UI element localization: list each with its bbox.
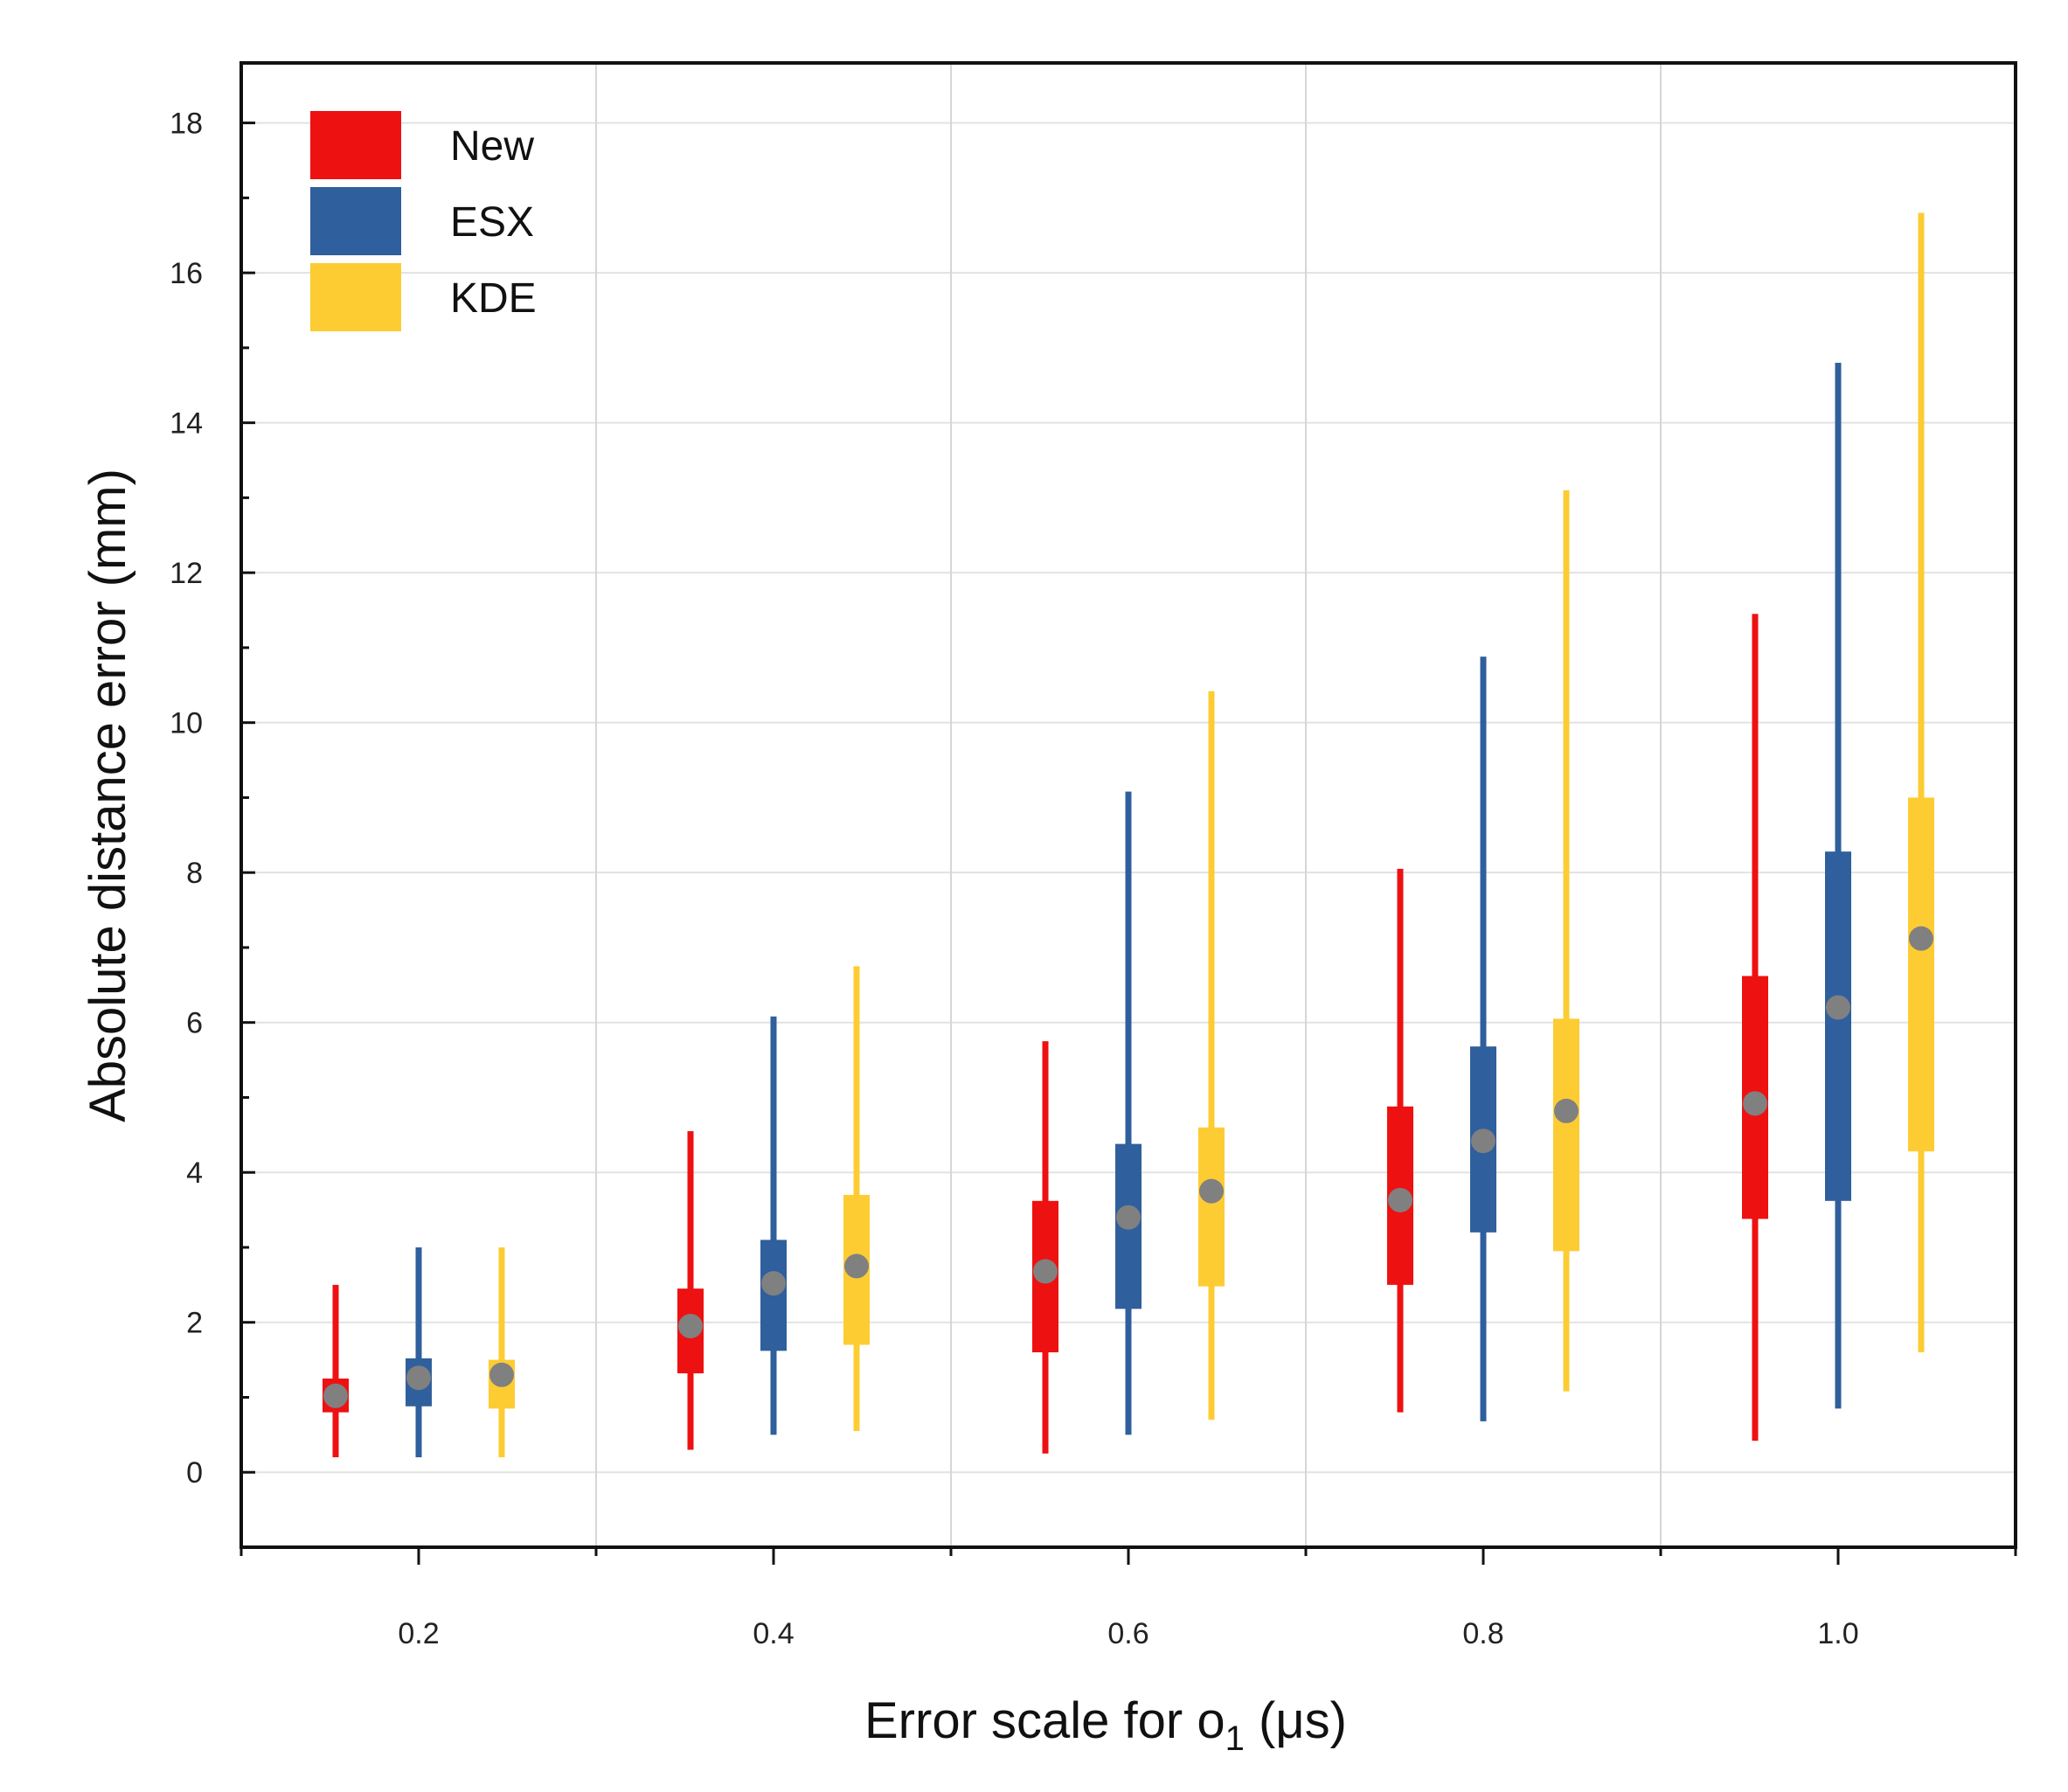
y-tick-label: 6 <box>186 1007 203 1040</box>
mean-marker <box>1909 926 1933 951</box>
x-tick-label: 0.6 <box>1107 1617 1149 1650</box>
mean-marker <box>1388 1187 1412 1212</box>
x-axis-label-subscript: 1 <box>1225 1719 1245 1758</box>
whisker <box>1208 691 1215 1420</box>
x-axis-label: Error scale for o1 (μs) <box>864 1692 1347 1758</box>
whisker <box>1125 791 1132 1435</box>
box <box>1198 1127 1225 1287</box>
x-tick-label: 0.2 <box>398 1617 439 1650</box>
whisker <box>770 1016 777 1435</box>
mean-marker <box>844 1254 869 1279</box>
y-tick-label: 12 <box>170 557 203 590</box>
series-new <box>323 614 1768 1458</box>
y-tick-label: 18 <box>170 108 203 141</box>
legend-swatch-new <box>310 111 401 179</box>
y-tick-label: 10 <box>170 707 203 740</box>
y-tick-label: 4 <box>186 1156 203 1190</box>
legend-label-esx: ESX <box>450 199 534 246</box>
x-tick-label: 1.0 <box>1817 1617 1858 1650</box>
mean-marker <box>1471 1129 1495 1154</box>
y-tick-label: 0 <box>186 1456 203 1490</box>
x-tick-label: 0.4 <box>753 1617 794 1650</box>
x-axis-label-unit <box>1245 1692 1259 1749</box>
whisker <box>332 1284 339 1458</box>
box <box>1553 1018 1579 1252</box>
box <box>1825 851 1851 1201</box>
mean-marker <box>761 1271 786 1296</box>
mean-marker <box>1826 995 1850 1020</box>
series-kde <box>489 212 1934 1458</box>
mean-marker <box>1199 1178 1224 1204</box>
mean-marker <box>406 1365 431 1391</box>
box <box>1908 797 1934 1152</box>
mean-marker <box>1033 1259 1058 1284</box>
whisker <box>1563 490 1570 1392</box>
whisker <box>498 1247 505 1458</box>
mean-marker <box>678 1314 703 1339</box>
x-tick-label: 0.8 <box>1462 1617 1503 1650</box>
box-series <box>323 212 1934 1458</box>
mean-marker <box>1743 1091 1767 1116</box>
legend-label-new: New <box>450 123 534 170</box>
x-axis-label-unit-text: (μs) <box>1259 1692 1347 1749</box>
mean-marker <box>1116 1205 1141 1230</box>
legend: New ESX KDE <box>310 111 537 331</box>
x-axis: 0.2 0.4 0.6 0.8 1.0 <box>239 1547 2017 1650</box>
mean-marker <box>489 1362 514 1387</box>
whisker <box>1918 212 1925 1353</box>
legend-swatch-esx <box>310 187 401 255</box>
y-axis-label: Absolute distance error (mm) <box>80 469 136 1122</box>
y-tick-label: 16 <box>170 257 203 290</box>
mean-marker <box>1554 1098 1579 1123</box>
whisker <box>1480 656 1487 1421</box>
y-tick-label: 14 <box>170 407 203 441</box>
legend-label-kde: KDE <box>450 275 537 322</box>
series-esx <box>406 363 1851 1458</box>
y-tick-label: 2 <box>186 1307 203 1340</box>
whisker <box>415 1247 422 1458</box>
x-axis-label-text: Error scale for o <box>864 1692 1225 1749</box>
mean-marker <box>323 1383 348 1408</box>
y-tick-label: 8 <box>186 857 203 890</box>
y-axis: 0 2 4 6 8 10 12 14 16 18 <box>170 108 255 1549</box>
legend-swatch-kde <box>310 263 401 331</box>
